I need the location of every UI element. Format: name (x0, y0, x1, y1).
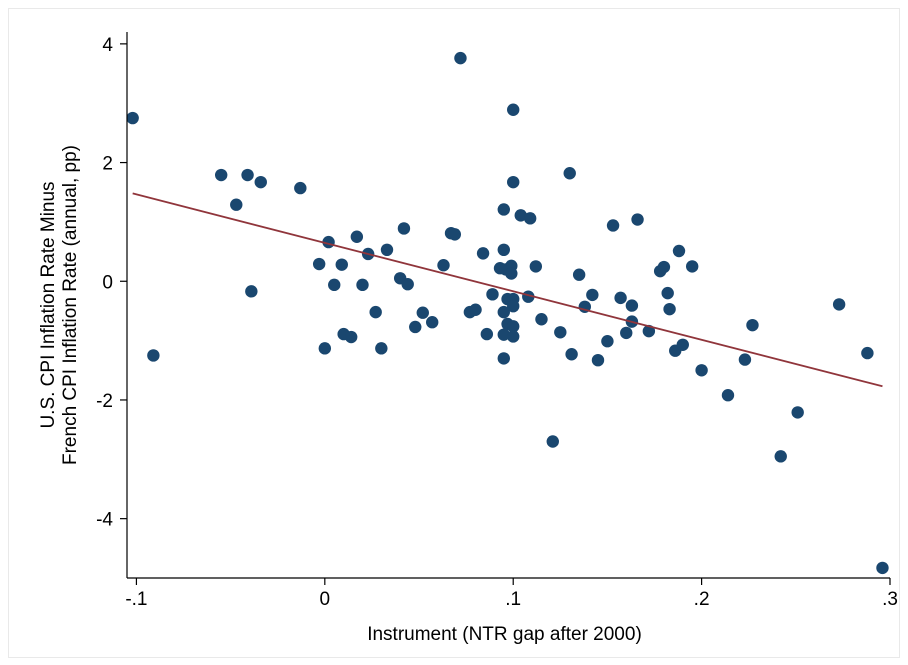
scatter-point (397, 222, 411, 235)
scatter-point (606, 219, 620, 232)
plot-marks (126, 51, 889, 575)
scatter-point (876, 561, 889, 575)
scatter-point (554, 326, 567, 339)
x-tick-label: .2 (694, 589, 710, 610)
y-tick-label: -2 (96, 391, 113, 412)
scatter-point (294, 181, 307, 195)
scatter-point (437, 259, 450, 272)
scatter-point (832, 298, 846, 311)
scatter-point (469, 303, 482, 316)
scatter-point (586, 288, 599, 302)
scatter-point (448, 228, 462, 241)
x-tick-label: 0 (320, 589, 331, 610)
scatter-point (507, 330, 520, 343)
scatter-point (416, 306, 429, 319)
scatter-point (861, 346, 874, 360)
scatter-point (497, 328, 510, 341)
scatter-point (657, 260, 671, 274)
scatter-point (661, 286, 674, 300)
scatter-point (380, 243, 394, 257)
scatter-point (546, 435, 559, 448)
scatter-point (774, 450, 787, 463)
scatter-point (791, 406, 804, 419)
scatter-point (480, 327, 494, 341)
scatter-point (746, 318, 759, 332)
scatter-point (601, 335, 614, 348)
scatter-point (350, 230, 364, 243)
scatter-point (409, 320, 422, 334)
scatter-point (505, 267, 518, 280)
scatter-point (738, 353, 752, 366)
scatter-point (565, 348, 578, 361)
x-tick-label: -.1 (125, 589, 147, 610)
scatter-point (591, 353, 605, 367)
scatter-point (507, 175, 520, 189)
scatter-point (126, 111, 139, 125)
scatter-point (335, 258, 348, 271)
scatter-point (318, 342, 332, 355)
scatter-point (614, 291, 627, 305)
scatter-point (563, 167, 576, 180)
scatter-point (230, 198, 243, 211)
scatter-point (529, 260, 543, 273)
scatter-point (245, 285, 258, 298)
y-tick-label: 4 (102, 35, 113, 56)
scatter-point (620, 326, 633, 340)
scatter-point (497, 352, 510, 365)
scatter-point (507, 299, 520, 313)
scatter-point (663, 302, 676, 316)
scatter-point (507, 103, 520, 116)
scatter-point (625, 299, 639, 312)
scatter-point (631, 213, 644, 226)
scatter-point (454, 51, 467, 65)
scatter-point (356, 278, 369, 292)
y-tick-label: 2 (102, 154, 113, 175)
scatter-point (369, 305, 382, 319)
scatter-point (507, 320, 520, 333)
scatter-point (721, 389, 735, 402)
scatter-point (328, 278, 341, 292)
scatter-point (344, 330, 358, 344)
y-tick-label: -4 (96, 510, 113, 531)
scatter-point (426, 316, 439, 329)
scatter-point (147, 349, 160, 362)
y-tick-label: 0 (102, 272, 113, 293)
scatter-point (497, 243, 510, 257)
scatter-point (695, 364, 708, 377)
scatter-point (572, 268, 586, 281)
scatter-point (497, 203, 510, 216)
scatter-point (241, 168, 254, 182)
scatter-point (535, 313, 548, 326)
x-tick-label: .3 (882, 589, 898, 610)
scatter-point (486, 288, 499, 301)
y-axis-title-line-1: U.S. CPI Inflation Rate Minus (38, 181, 59, 428)
scatter-point (685, 260, 699, 273)
scatter-point (514, 209, 527, 222)
scatter-point (401, 278, 414, 291)
scatter-point (672, 244, 686, 258)
y-axis-title-line-2: French CPI Inflation Rate (annual, pp) (60, 145, 81, 465)
fitted-line (132, 192, 883, 388)
scatter-point (476, 247, 490, 260)
scatter-point (497, 305, 510, 319)
scatter-point (312, 257, 326, 271)
scatter-point (642, 324, 656, 338)
scatter-point (375, 342, 388, 355)
scatter-point (254, 175, 267, 189)
scatter-point (523, 212, 537, 225)
chart-frame (8, 8, 900, 658)
x-tick-label: .1 (505, 589, 521, 610)
scatter-point (676, 338, 689, 351)
axes: -4 -2 0 2 4 -.1 0 .1 .2 .3 (96, 32, 898, 610)
x-axis-title: Instrument (NTR gap after 2000) (367, 624, 642, 645)
scatter-point (214, 168, 228, 182)
